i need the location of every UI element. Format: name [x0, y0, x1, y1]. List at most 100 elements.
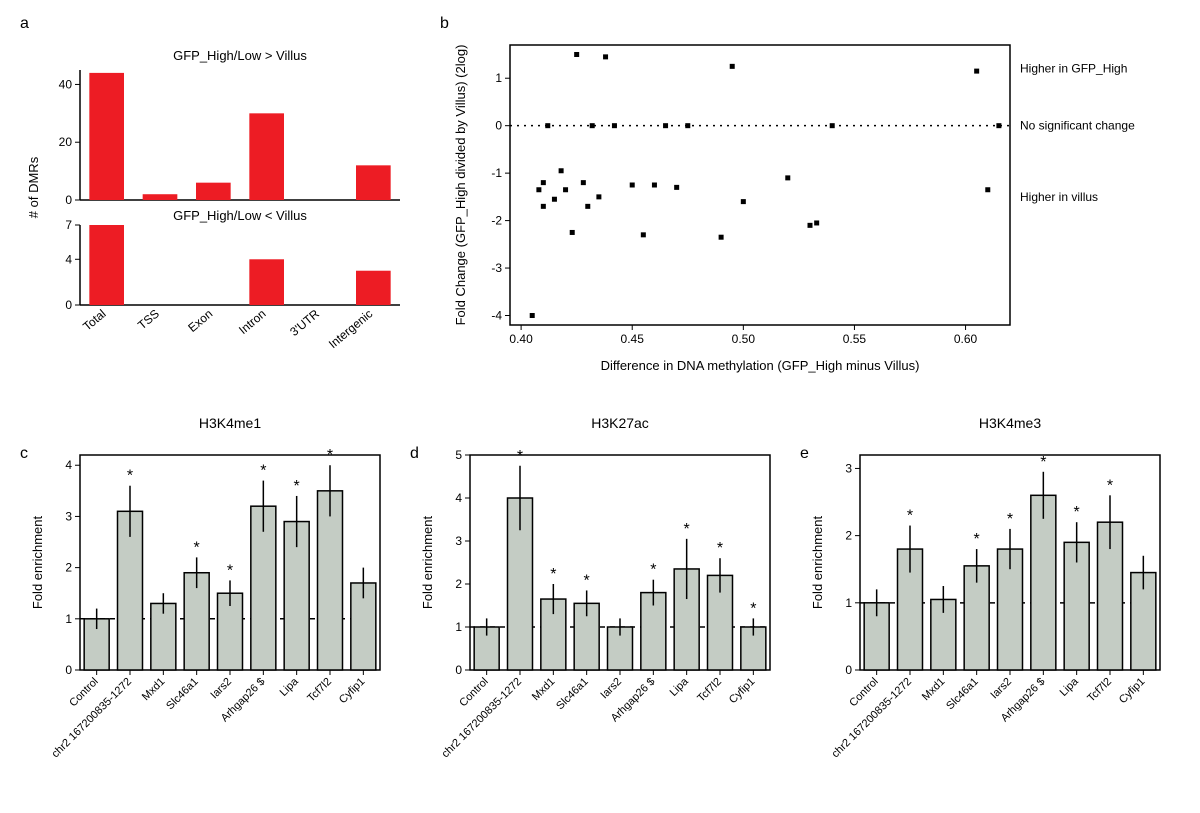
- svg-text:*: *: [750, 600, 756, 617]
- svg-text:Higher in villus: Higher in villus: [1020, 190, 1098, 204]
- svg-text:Fold enrichment: Fold enrichment: [420, 516, 435, 610]
- panel-e-label: e: [800, 445, 809, 463]
- svg-text:0.55: 0.55: [843, 332, 867, 346]
- svg-text:Cyfip1: Cyfip1: [727, 676, 758, 707]
- svg-text:2: 2: [455, 577, 462, 591]
- svg-text:H3K4me1: H3K4me1: [199, 415, 261, 431]
- svg-text:*: *: [517, 448, 523, 465]
- panel-e-container: e H3K4me30123Control*chr2 167200835-1272…: [800, 400, 1180, 800]
- svg-text:20: 20: [59, 135, 73, 149]
- svg-text:0.60: 0.60: [954, 332, 978, 346]
- svg-text:*: *: [127, 468, 133, 485]
- svg-text:Tcf7l2: Tcf7l2: [1085, 676, 1114, 705]
- svg-text:Lipa: Lipa: [668, 675, 692, 699]
- panel-b-container: b 0.400.450.500.550.60-4-3-2-101Higher i…: [440, 15, 1180, 385]
- svg-text:*: *: [907, 508, 913, 525]
- svg-text:Total: Total: [80, 307, 108, 334]
- panel-a-chart: GFP_High/Low > Villus02040GFP_High/Low <…: [20, 15, 420, 385]
- panel-d-chart: H3K27ac012345Control*chr2 167200835-1272…: [410, 400, 790, 800]
- svg-text:*: *: [684, 521, 690, 538]
- svg-text:GFP_High/Low < Villus: GFP_High/Low < Villus: [173, 208, 307, 223]
- svg-text:*: *: [227, 562, 233, 579]
- svg-text:*: *: [717, 540, 723, 557]
- panel-c-label: c: [20, 445, 28, 463]
- svg-text:*: *: [294, 478, 300, 495]
- svg-text:Iars2: Iars2: [208, 676, 234, 702]
- svg-text:0: 0: [495, 119, 502, 133]
- svg-text:*: *: [260, 463, 266, 480]
- svg-text:Exon: Exon: [185, 307, 215, 335]
- svg-text:3: 3: [65, 509, 72, 523]
- svg-text:4: 4: [65, 458, 72, 472]
- svg-text:*: *: [550, 566, 556, 583]
- svg-text:Lipa: Lipa: [278, 675, 302, 699]
- svg-text:Slc46a1: Slc46a1: [164, 676, 201, 713]
- svg-text:H3K27ac: H3K27ac: [591, 415, 649, 431]
- svg-text:4: 4: [65, 252, 72, 266]
- svg-text:3: 3: [455, 534, 462, 548]
- panel-d-container: d H3K27ac012345Control*chr2 167200835-12…: [410, 400, 790, 800]
- svg-text:7: 7: [65, 218, 72, 232]
- svg-text:Slc46a1: Slc46a1: [554, 676, 591, 713]
- svg-text:Fold enrichment: Fold enrichment: [810, 516, 825, 610]
- svg-text:40: 40: [59, 77, 73, 91]
- svg-text:2: 2: [845, 529, 852, 543]
- svg-text:-4: -4: [491, 309, 502, 323]
- svg-text:-2: -2: [491, 214, 502, 228]
- svg-text:H3K4me3: H3K4me3: [979, 415, 1041, 431]
- svg-text:1: 1: [845, 596, 852, 610]
- svg-text:0: 0: [845, 663, 852, 677]
- svg-text:1: 1: [455, 620, 462, 634]
- svg-text:*: *: [1074, 504, 1080, 521]
- svg-text:*: *: [584, 572, 590, 589]
- svg-text:1: 1: [495, 71, 502, 85]
- svg-text:No significant change: No significant change: [1020, 119, 1135, 133]
- svg-text:Fold enrichment: Fold enrichment: [30, 516, 45, 610]
- svg-text:GFP_High/Low > Villus: GFP_High/Low > Villus: [173, 48, 307, 63]
- panel-b-chart: 0.400.450.500.550.60-4-3-2-101Higher in …: [440, 15, 1180, 385]
- svg-text:Difference in DNA methylation: Difference in DNA methylation (GFP_High …: [601, 358, 920, 373]
- svg-text:-1: -1: [491, 166, 502, 180]
- svg-text:*: *: [974, 531, 980, 548]
- svg-text:0.45: 0.45: [621, 332, 645, 346]
- svg-text:Higher in GFP_High: Higher in GFP_High: [1020, 62, 1127, 76]
- svg-text:Intron: Intron: [236, 307, 269, 337]
- panel-a-label: a: [20, 15, 29, 33]
- svg-text:2: 2: [65, 561, 72, 575]
- svg-text:0: 0: [65, 298, 72, 312]
- panel-c-container: c H3K4me101234Control*chr2 167200835-127…: [20, 400, 400, 800]
- svg-text:3'UTR: 3'UTR: [287, 306, 322, 339]
- panel-e-chart: H3K4me30123Control*chr2 167200835-1272Mx…: [800, 400, 1180, 800]
- svg-text:Intergenic: Intergenic: [326, 307, 375, 352]
- svg-text:4: 4: [455, 491, 462, 505]
- svg-text:*: *: [1107, 477, 1113, 494]
- svg-text:*: *: [650, 562, 656, 579]
- svg-text:Fold Change (GFP_High divided: Fold Change (GFP_High divided by Villus)…: [453, 45, 468, 326]
- svg-text:Cyfip1: Cyfip1: [337, 676, 368, 707]
- svg-text:1: 1: [65, 612, 72, 626]
- svg-text:Lipa: Lipa: [1058, 675, 1082, 699]
- svg-text:Slc46a1: Slc46a1: [944, 676, 981, 713]
- panel-c-chart: H3K4me101234Control*chr2 167200835-1272M…: [20, 400, 400, 800]
- svg-text:Tcf7l2: Tcf7l2: [695, 676, 724, 705]
- svg-text:Tcf7l2: Tcf7l2: [305, 676, 334, 705]
- svg-text:0: 0: [65, 663, 72, 677]
- svg-text:0.50: 0.50: [732, 332, 756, 346]
- panel-d-label: d: [410, 445, 419, 463]
- svg-text:Mxd1: Mxd1: [920, 676, 948, 704]
- svg-text:Mxd1: Mxd1: [530, 676, 558, 704]
- svg-text:5: 5: [455, 448, 462, 462]
- svg-text:0: 0: [65, 193, 72, 207]
- svg-text:3: 3: [845, 461, 852, 475]
- svg-text:*: *: [1007, 511, 1013, 528]
- svg-text:0.40: 0.40: [509, 332, 533, 346]
- svg-text:Iars2: Iars2: [598, 676, 624, 702]
- svg-text:*: *: [327, 447, 333, 464]
- svg-text:Iars2: Iars2: [988, 676, 1014, 702]
- svg-text:Cyfip1: Cyfip1: [1117, 676, 1148, 707]
- svg-text:*: *: [1040, 454, 1046, 471]
- svg-text:# of DMRs: # of DMRs: [26, 156, 41, 218]
- panel-b-label: b: [440, 15, 449, 33]
- svg-text:TSS: TSS: [135, 307, 162, 333]
- svg-text:Mxd1: Mxd1: [140, 676, 168, 704]
